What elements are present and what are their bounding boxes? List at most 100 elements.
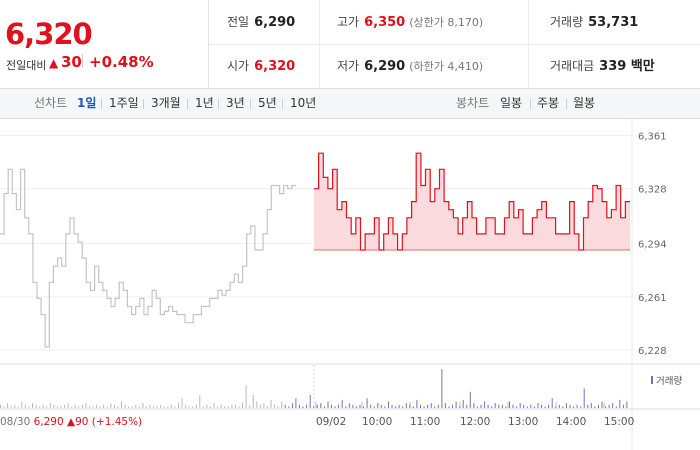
volume-bar <box>181 398 183 409</box>
divider <box>250 99 251 109</box>
divider <box>566 99 567 109</box>
volume-bar <box>437 404 439 409</box>
volume-bar <box>533 406 535 408</box>
volume-bar <box>352 404 354 409</box>
volume-bar <box>192 406 194 408</box>
x-tick-label: 14:00 <box>556 416 586 428</box>
volume-bar <box>270 399 272 408</box>
volume-bar <box>462 399 464 408</box>
volume-bar <box>605 406 607 408</box>
period-5y-button[interactable]: 5년 <box>258 96 277 110</box>
volume-bar <box>302 406 304 408</box>
volume-bar <box>156 406 158 408</box>
volume-bar <box>149 404 151 409</box>
volume-bar <box>377 403 379 408</box>
volume-bar <box>416 399 418 408</box>
volume-bar <box>338 404 340 409</box>
volume-bar <box>210 406 211 408</box>
volume-bar <box>49 403 51 408</box>
volume-bar <box>145 406 147 408</box>
y-tick-label: 6,328 <box>638 185 667 196</box>
volume-bar <box>519 403 521 408</box>
volume-bar <box>444 403 446 408</box>
volume-bar <box>113 404 115 409</box>
volume-bar <box>92 406 94 408</box>
volume-bar <box>544 406 546 408</box>
volume-bar <box>281 401 283 408</box>
volume-bar <box>103 404 105 409</box>
prev-day-info: 08/30 6,290 ▲90 (+1.45%) <box>0 416 142 428</box>
volume-bar <box>569 404 571 409</box>
volume-bar <box>594 406 596 408</box>
volume-bar <box>21 401 23 408</box>
period-1w-button[interactable]: 1주일 <box>109 96 139 110</box>
stat-value: 6,350 <box>364 15 406 30</box>
volume-bar <box>573 406 575 408</box>
period-3y-button[interactable]: 3년 <box>226 96 245 110</box>
volume-bar <box>576 404 578 409</box>
period-10y-button[interactable]: 10년 <box>290 96 317 110</box>
period-3m-button[interactable]: 3개월 <box>151 96 181 110</box>
volume-bar <box>217 406 219 408</box>
volume-bar <box>0 404 1 409</box>
stat-high: 고가 6,350 (상한가 8,170) <box>337 0 483 44</box>
series-line-previous-day <box>0 168 296 348</box>
period-1d-button[interactable]: 1일 <box>77 96 97 110</box>
candle-daily-button[interactable]: 일봉 <box>500 96 523 110</box>
stat-value: 53,731 <box>588 15 639 30</box>
prev-day-price: 6,290 <box>34 416 67 428</box>
volume-bar <box>466 404 468 409</box>
change-amount: 30 <box>61 53 82 71</box>
volume-bar <box>99 406 101 408</box>
price-summary: 6,320 전일대비 ▲ 30 +0.48% <box>0 0 209 88</box>
volume-bar <box>320 403 322 408</box>
volume-bar <box>17 406 19 408</box>
volume-bar <box>56 406 58 408</box>
volume-bar <box>160 404 162 409</box>
volume-bar <box>263 403 265 408</box>
volume-bar <box>494 403 496 408</box>
volume-bar <box>334 406 336 408</box>
volume-bar <box>459 406 461 408</box>
volume-bar <box>345 406 347 408</box>
volume-bar <box>117 406 119 408</box>
volume-bar <box>60 406 62 408</box>
candle-monthly-button[interactable]: 월봉 <box>573 96 596 110</box>
volume-bar <box>395 406 397 408</box>
volume-bar <box>206 404 208 409</box>
volume-bar <box>106 406 108 408</box>
volume-bar <box>590 403 592 408</box>
volume-bar <box>71 406 73 408</box>
y-tick-label: 6,361 <box>638 131 667 142</box>
stat-low: 저가 6,290 (하한가 4,410) <box>337 44 483 88</box>
volume-bar <box>299 404 300 409</box>
volume-bar <box>348 403 350 408</box>
volume-bar <box>42 404 44 409</box>
stat-open: 시가 6,320 <box>227 44 295 88</box>
volume-bar <box>331 404 332 409</box>
volume-bar <box>452 404 453 409</box>
volume-bar <box>455 401 457 408</box>
volume-bar <box>562 406 564 408</box>
volume-bar <box>234 404 236 409</box>
period-1y-button[interactable]: 1년 <box>195 96 214 110</box>
volume-bar <box>110 403 112 408</box>
x-tick-label: 15:00 <box>604 416 634 428</box>
volume-bar <box>238 406 240 408</box>
volume-bar <box>523 404 525 409</box>
volume-bar <box>131 406 133 408</box>
stat-label: 시가 <box>227 59 250 73</box>
volume-bar <box>583 388 585 408</box>
volume-bar <box>430 403 432 408</box>
volume-bar <box>441 369 443 408</box>
volume-bar <box>501 404 503 409</box>
volume-bar <box>601 401 603 408</box>
volume-bar <box>39 406 41 408</box>
up-arrow-icon: ▲ <box>67 416 76 428</box>
prev-day-change: 90 <box>75 416 92 428</box>
volume-bar <box>28 406 30 408</box>
lower-limit-text: (하한가 4,410) <box>409 60 484 73</box>
volume-bar <box>341 399 343 408</box>
candle-weekly-button[interactable]: 주봉 <box>537 96 560 110</box>
volume-bar <box>373 406 375 408</box>
